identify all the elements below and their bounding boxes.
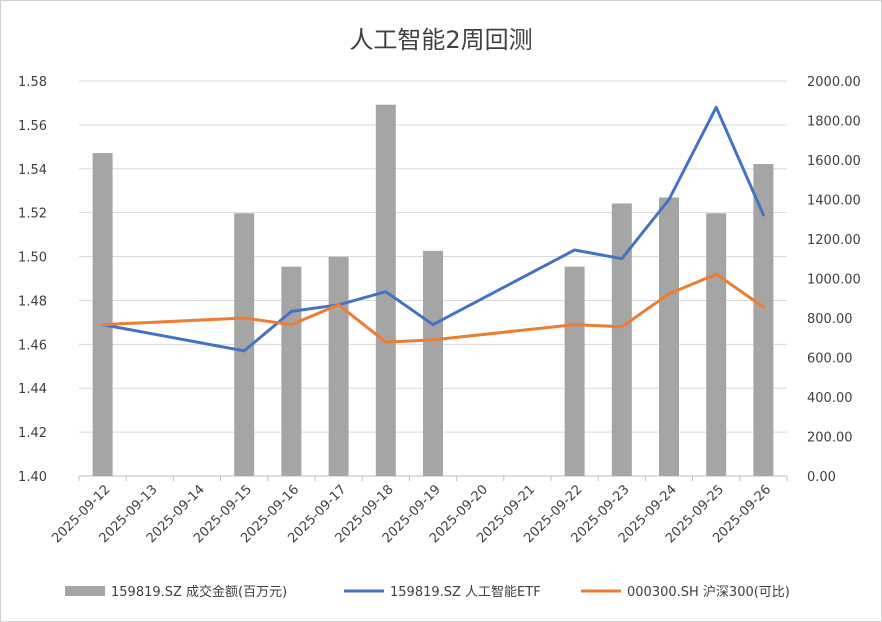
left-tick-label: 1.58 [18,75,47,90]
left-axis: 1.40 1.42 1.44 1.46 1.48 1.50 1.52 1.54 1.56 1.58 [18,75,47,485]
right-tick-label: 600.00 [807,352,853,367]
bar-series [92,104,774,476]
volume-bar [706,213,727,476]
right-tick-label: 1400.00 [807,194,861,209]
chart-title: 人工智能2周回测 [349,26,532,54]
right-tick-label: 200.00 [807,431,853,446]
left-tick-label: 1.48 [18,294,47,309]
volume-bar [92,153,113,476]
volume-bar [423,250,443,476]
legend-swatch-bar [65,586,105,596]
left-tick-label: 1.40 [18,470,47,485]
left-tick-label: 1.52 [18,207,47,222]
legend-label: 159819.SZ 成交金额(百万元) [111,584,287,600]
left-tick-label: 1.50 [18,251,47,266]
volume-bar [753,163,774,476]
right-tick-label: 2000.00 [807,75,861,90]
left-tick-label: 1.46 [18,338,47,353]
volume-bar [328,256,349,476]
legend: 159819.SZ 成交金额(百万元) 159819.SZ 人工智能ETF 0003… [65,584,790,600]
right-tick-label: 1600.00 [807,154,861,169]
right-tick-label: 1000.00 [807,273,861,288]
volume-bar [234,213,255,476]
left-tick-label: 1.42 [18,426,47,441]
legend-label: 159819.SZ 人工智能ETF [390,585,541,600]
volume-bar [281,266,302,476]
line-series [101,105,765,353]
right-tick-label: 800.00 [807,312,853,327]
right-axis: 0.00 200.00 400.00 600.00 800.00 1000.00 1200.… [807,75,861,485]
left-tick-label: 1.44 [18,382,47,397]
right-tick-label: 0.00 [807,470,836,485]
legend-label: 000300.SH 沪深300(可比) [627,584,790,600]
volume-bar [611,203,632,476]
left-tick-label: 1.54 [18,163,47,178]
volume-bar [564,266,585,476]
right-tick-label: 1200.00 [807,233,861,248]
volume-bar [659,197,679,476]
right-tick-label: 1800.00 [807,115,861,130]
right-tick-label: 400.00 [807,391,853,406]
left-tick-label: 1.56 [18,119,47,134]
x-axis: 2025-09-122025-09-132025-09-142025-09-15… [49,476,788,546]
